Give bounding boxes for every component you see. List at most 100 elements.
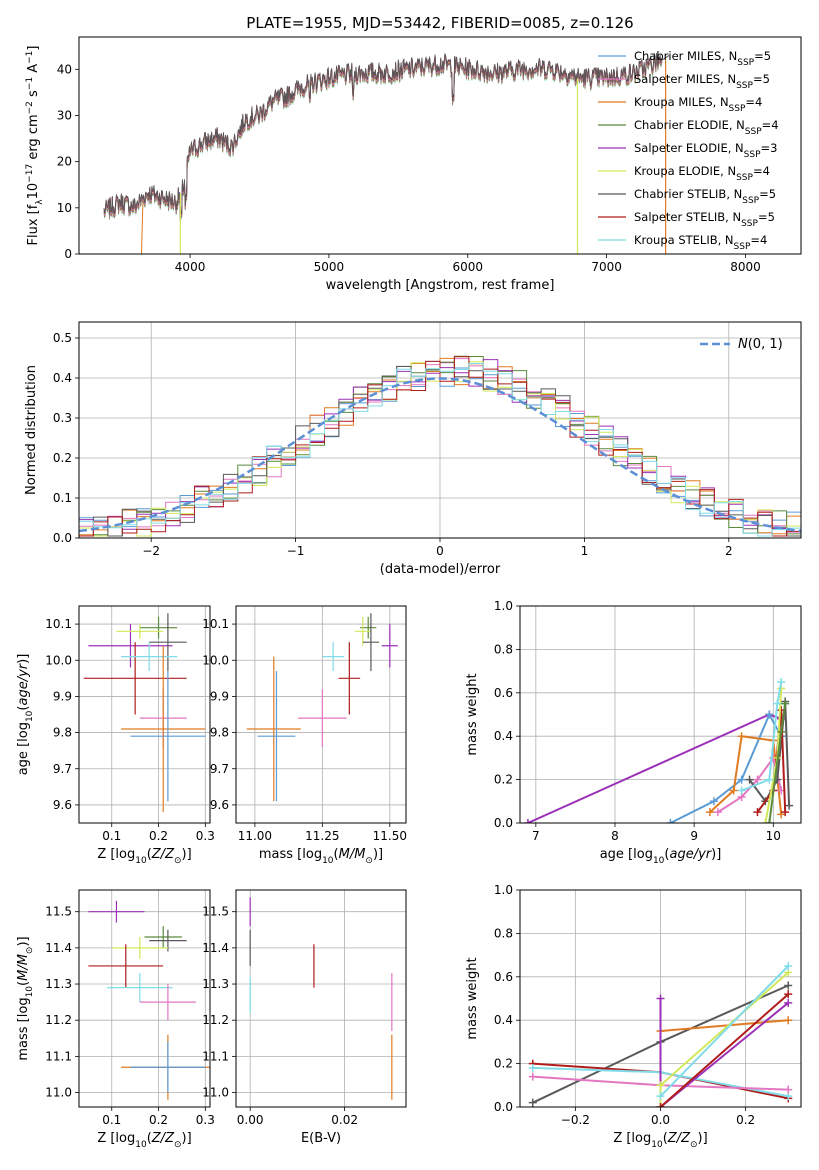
- legend-entry-chabrier_miles: Chabrier MILES, NSSP=5: [634, 49, 771, 68]
- y-tick-label: 11.3: [202, 977, 229, 991]
- y-tick-label: 10.0: [202, 653, 229, 667]
- x-tick-label: 5000: [314, 260, 345, 274]
- y-axis-label: mass weight: [465, 673, 480, 755]
- x-tick-label: −2: [142, 544, 160, 558]
- y-tick-label: 0.0: [53, 531, 72, 545]
- x-tick-label: −1: [287, 544, 305, 558]
- spectrum-axes: 4000 5000 6000 7000 8000 0 10 20 30 40 Chabrier MI…: [25, 36, 802, 293]
- x-tick-label: 0.3: [196, 1113, 215, 1127]
- age_vs_mass-frame: [235, 605, 407, 824]
- y-tick-label: 11.5: [202, 905, 229, 919]
- y-tick-label: 0.4: [494, 729, 513, 743]
- salpeter_elodie-weight-line: [659, 998, 789, 1107]
- kroupa_stelib-weight-marker: [528, 1063, 537, 1072]
- chabrier_stelib-weight-marker: [785, 801, 794, 810]
- chabrier_miles-weight-marker: [765, 710, 774, 719]
- x-tick-label: 0: [436, 544, 444, 558]
- y-axis-label: mass [log10(M/M⊙)]: [16, 936, 35, 1060]
- legend-entry-normal: N(0, 1): [738, 337, 783, 352]
- x-tick-label: 11.00: [238, 829, 272, 843]
- y-tick-label: 0: [64, 247, 72, 261]
- mass_vs_z-marks: [88, 900, 210, 1100]
- chabrier_miles-weight-marker: [709, 797, 718, 806]
- spectrum-frame: [78, 36, 802, 255]
- x-axis-label: Z [log10(Z/Z⊙)]: [97, 847, 191, 866]
- salpeter_miles-weight-marker: [713, 808, 722, 817]
- salpeter_stelib-weight-marker: [656, 1103, 665, 1107]
- x-axis-label: E(B-V): [301, 1131, 341, 1146]
- y-tick-label: 11.4: [45, 941, 72, 955]
- chabrier_stelib-weight-marker: [528, 1098, 537, 1107]
- x-tick-label: 8: [611, 829, 619, 843]
- kroupa_miles-weight-marker: [784, 1016, 793, 1025]
- chabrier_miles-weight-marker: [666, 819, 675, 823]
- salpeter_stelib-weight-marker: [784, 990, 793, 999]
- chabrier_stelib-weight-marker: [745, 775, 754, 784]
- weight_vs_z-frame: [519, 889, 802, 1108]
- y-tick-label: 9.8: [210, 726, 229, 740]
- age_vs_z-frame: [78, 605, 211, 824]
- salpeter_elodie-weight-marker: [784, 998, 793, 1007]
- kroupa_stelib-weight-marker: [656, 1092, 665, 1101]
- x-tick-label: −0.2: [561, 1113, 590, 1127]
- x-tick-label: 0.00: [237, 1113, 264, 1127]
- spectrum-legend: Chabrier MILES, NSSP=5 Salpeter MILES, NS…: [598, 49, 779, 252]
- x-tick-label: 8000: [730, 260, 761, 274]
- x-tick-label: 0.0: [651, 1113, 670, 1127]
- x-axis-label: (data-model)/error: [380, 562, 501, 577]
- y-tick-label: 9.8: [53, 726, 72, 740]
- x-tick-label: 0.2: [736, 1113, 755, 1127]
- x-tick-label: 1: [581, 544, 589, 558]
- salpeter_elodie-weight-marker: [656, 994, 665, 1003]
- y-tick-label: 9.6: [210, 798, 229, 812]
- x-tick-label: 10: [766, 829, 781, 843]
- y-tick-label: 9.7: [210, 762, 229, 776]
- weight_vs_age-axes: 7 8 9 10 0.0 0.2 0.4 0.6 0.8 1.0 age [log10(age/yr…: [465, 599, 802, 866]
- chabrier_stelib-spectrum-line: [103, 52, 663, 219]
- y-tick-label: 9.9: [53, 689, 72, 703]
- x-tick-label: 2: [725, 544, 733, 558]
- x-tick-label: 11.25: [305, 829, 339, 843]
- y-tick-label: 10.1: [45, 617, 72, 631]
- y-tick-label: 0.2: [53, 451, 72, 465]
- y-tick-label: 0.0: [494, 1100, 513, 1114]
- y-tick-label: 20: [57, 155, 72, 169]
- residual-legend: N(0, 1): [700, 337, 783, 352]
- y-tick-label: 0.2: [494, 1057, 513, 1071]
- y-tick-label: 11.2: [202, 1013, 229, 1027]
- x-tick-label: 0.3: [196, 829, 215, 843]
- kroupa_miles-weight-marker: [705, 808, 714, 817]
- chabrier_stelib-weight-marker: [784, 981, 793, 990]
- y-tick-label: 10.1: [202, 617, 229, 631]
- x-tick-label: 6000: [452, 260, 483, 274]
- y-tick-label: 0.4: [53, 371, 72, 385]
- y-tick-label: 1.0: [494, 883, 513, 897]
- salpeter_elodie-weight-marker: [523, 819, 532, 823]
- legend-entry-salpeter_miles: Salpeter MILES, NSSP=5: [634, 72, 770, 91]
- x-tick-label: 4000: [175, 260, 206, 274]
- chabrier_elodie-weight-marker: [777, 727, 786, 736]
- kroupa_stelib-weight-marker: [737, 786, 746, 795]
- mass_vs_ebv-axes: 0.00 0.02 11.0 11.1 11.2 11.3 11.4 11.5 E(B-V): [202, 889, 407, 1146]
- residuals-axes: −2 −1 0 1 2 0.0 0.1 0.2 0.3 0.4 0.5 N(0, 1) (data-mo…: [24, 321, 802, 577]
- age_vs_z-axes: 0.1 0.2 0.3 9.6 9.7 9.8 9.9 10.0 10.1 Z [log10(Z/…: [16, 605, 215, 866]
- kroupa_stelib-weight-line: [741, 681, 783, 792]
- legend-entry-chabrier_stelib: Chabrier STELIB, NSSP=5: [634, 187, 776, 206]
- salpeter_stelib-weight-marker: [753, 808, 762, 817]
- kroupa_stelib-weight-marker: [773, 699, 782, 708]
- y-tick-label: 0.1: [53, 491, 72, 505]
- y-tick-label: 9.9: [210, 689, 229, 703]
- y-tick-label: 9.7: [53, 762, 72, 776]
- y-tick-label: 11.0: [45, 1086, 72, 1100]
- y-tick-label: 1.0: [494, 599, 513, 613]
- y-tick-label: 0.8: [494, 926, 513, 940]
- y-tick-label: 0.6: [494, 970, 513, 984]
- y-tick-label: 0.2: [494, 773, 513, 787]
- y-tick-label: 11.1: [45, 1049, 72, 1063]
- y-tick-label: 0.8: [494, 642, 513, 656]
- kroupa_stelib-weight-marker: [765, 775, 774, 784]
- x-tick-label: 0.1: [102, 1113, 121, 1127]
- mass_vs_z-axes: 0.1 0.2 0.3 11.0 11.1 11.2 11.3 11.4 11.5 Z [log1…: [16, 889, 215, 1150]
